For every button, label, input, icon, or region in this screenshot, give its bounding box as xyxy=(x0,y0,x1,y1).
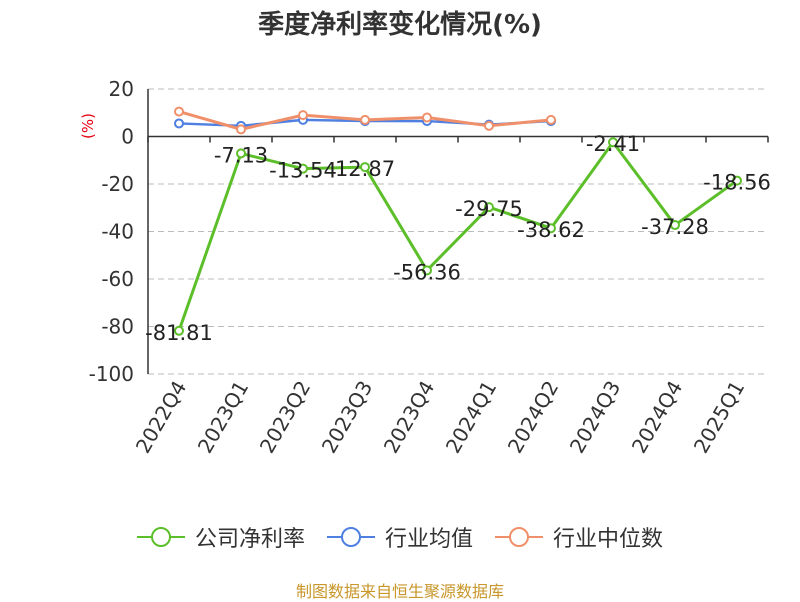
series-line xyxy=(177,140,738,332)
series-point xyxy=(422,265,432,276)
x-tick-label: 2023Q2 xyxy=(255,377,315,458)
data-label: -29.75 xyxy=(455,197,523,221)
series-point xyxy=(360,114,370,125)
series-point xyxy=(236,148,246,159)
chart-title: 季度净利率变化情况(%) xyxy=(258,10,542,40)
data-label: -38.62 xyxy=(517,218,585,242)
series-point xyxy=(174,325,184,336)
legend-label-industry-median: 行业中位数 xyxy=(553,527,664,552)
x-tick-label: 2025Q1 xyxy=(689,377,749,458)
y-tick-label: -80 xyxy=(101,315,134,339)
y-tick-label: 20 xyxy=(109,77,134,101)
series-point xyxy=(484,120,494,131)
series-point xyxy=(298,163,308,174)
x-tick-label: 2023Q3 xyxy=(317,377,377,458)
y-tick-label: -100 xyxy=(89,362,134,386)
series-point xyxy=(670,220,680,231)
legend-label-company: 公司净利率 xyxy=(194,527,305,552)
data-label: -37.28 xyxy=(641,215,709,239)
grid-layer xyxy=(148,88,768,375)
series-point xyxy=(298,110,308,121)
x-tick-label: 2023Q4 xyxy=(379,377,439,458)
legend-marker-industry-median xyxy=(495,527,543,547)
x-tick-label: 2023Q1 xyxy=(193,377,253,458)
series-point xyxy=(546,223,556,234)
y-tick-label: -40 xyxy=(101,220,134,244)
legend-label-industry-avg: 行业均值 xyxy=(384,527,473,552)
y-axis-unit: (%) xyxy=(79,113,97,139)
data-label: -2.41 xyxy=(586,132,640,156)
series-point xyxy=(732,175,742,186)
legend-item-industry-avg[interactable]: 行业均值 xyxy=(326,521,473,553)
y-tick-label: -20 xyxy=(101,172,134,196)
legend-item-industry-median[interactable]: 行业中位数 xyxy=(495,521,663,553)
x-tick-label: 2024Q1 xyxy=(441,377,501,458)
series-point xyxy=(360,162,370,173)
data-label: -13.54 xyxy=(269,159,337,183)
data-label: -18.56 xyxy=(703,171,771,195)
series-point xyxy=(422,112,432,123)
x-tick-label: 2024Q2 xyxy=(503,377,563,458)
y-tick-label: 0 xyxy=(121,125,134,149)
series-point xyxy=(174,106,184,117)
x-tick-label: 2024Q3 xyxy=(565,377,625,458)
legend-marker-industry-avg xyxy=(326,527,375,547)
x-tick-label: 2022Q4 xyxy=(131,377,191,458)
source-note: 制图数据来自恒生聚源数据库 xyxy=(295,582,504,601)
data-label: 12.87 xyxy=(335,157,395,181)
series-point xyxy=(608,137,618,148)
series-layer xyxy=(174,106,742,336)
y-tick-label: -60 xyxy=(101,267,134,291)
data-label: -56.36 xyxy=(393,260,461,284)
series-point xyxy=(546,114,556,125)
data-label: -7.13 xyxy=(214,143,268,167)
legend: 公司净利率 行业均值 行业中位数 xyxy=(0,520,800,554)
data-label: -81.81 xyxy=(145,321,213,345)
series-point xyxy=(484,202,494,213)
series-point xyxy=(174,118,184,129)
x-tick-label: 2024Q4 xyxy=(627,377,687,458)
legend-marker-company xyxy=(136,527,185,547)
legend-item-company[interactable]: 公司净利率 xyxy=(136,521,305,553)
series-point xyxy=(236,124,246,135)
